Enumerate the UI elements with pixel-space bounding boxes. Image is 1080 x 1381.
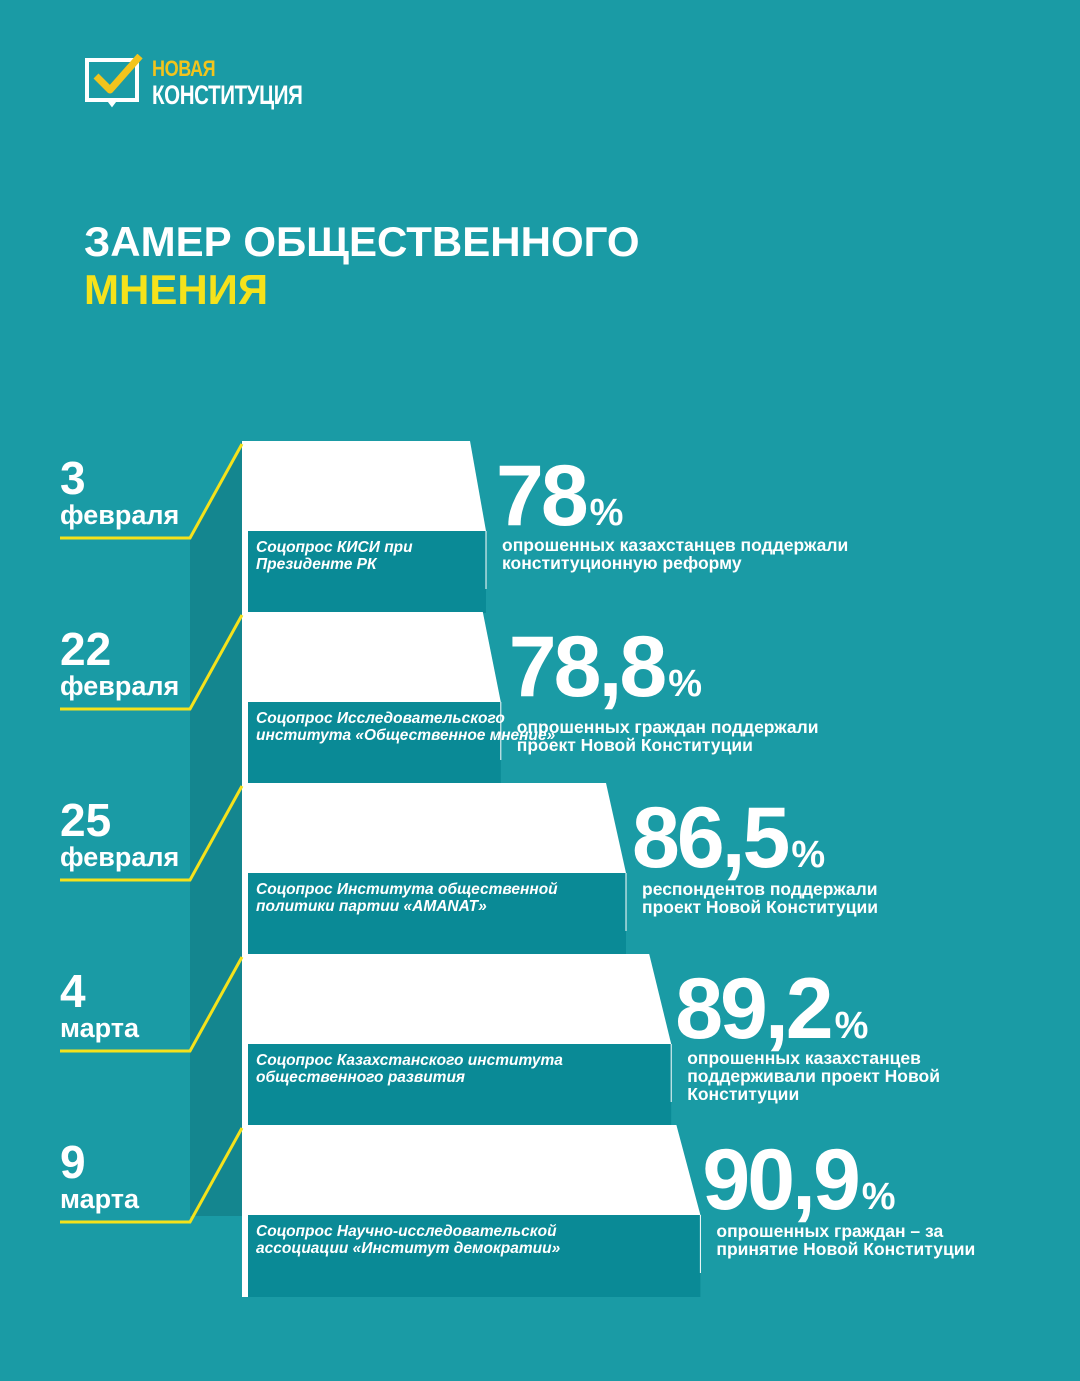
title-line2: МНЕНИЯ: [84, 266, 269, 313]
date-leader-line: [60, 443, 244, 540]
value-label: 90,9%: [702, 1137, 895, 1240]
date-month: марта: [60, 1013, 140, 1043]
title-line1: ЗАМЕР ОБЩЕСТВЕННОГО: [84, 218, 640, 265]
value-bar: [242, 441, 486, 531]
date-label: 9 марта: [60, 1139, 139, 1213]
value-label: 78,8%: [509, 624, 702, 727]
value-number: 78,8: [508, 619, 667, 715]
date-label: 22 февраля: [60, 626, 179, 700]
bar-left-edge: [242, 1125, 248, 1297]
date-leader-line: [60, 1127, 244, 1224]
value-number: 90,9: [702, 1132, 860, 1228]
value-number: 86,5: [632, 790, 790, 886]
value-description: респондентов поддержали проект Новой Конс…: [642, 879, 879, 917]
date-leader-line: [60, 614, 244, 711]
date-day: 9: [60, 1136, 86, 1188]
value-bar: [242, 612, 501, 702]
percent-sign: %: [834, 1005, 869, 1047]
date-day: 25: [60, 794, 112, 846]
bar-left-edge: [242, 783, 248, 955]
percent-sign: %: [791, 834, 826, 876]
source-panel: [244, 531, 486, 613]
source-panel: [244, 1215, 701, 1297]
source-panel: [244, 702, 501, 784]
percent-sign: %: [589, 492, 624, 534]
date-label: 3 февраля: [60, 455, 179, 529]
value-description: опрошенных граждан поддержали проект Ново…: [516, 717, 819, 755]
value-description: опрошенных граждан – за принятие Новой Ко…: [716, 1221, 976, 1259]
value-number: 78: [496, 448, 589, 544]
value-label: 89,2%: [675, 966, 868, 1069]
date-month: февраля: [60, 842, 180, 872]
value-number: 89,2: [675, 961, 833, 1057]
value-description: опрошенных казахстанцев поддерживали прое…: [687, 1048, 940, 1104]
logo-line1: НОВАЯ: [152, 56, 216, 81]
percent-sign: %: [861, 1176, 896, 1218]
date-month: февраля: [60, 671, 180, 701]
percent-sign: %: [668, 663, 702, 705]
source-panel: [244, 873, 626, 955]
bar-left-edge: [242, 441, 248, 613]
date-day: 4: [60, 965, 86, 1017]
date-day: 22: [60, 623, 112, 675]
value-bar: [242, 783, 626, 873]
date-month: марта: [60, 1184, 140, 1214]
value-description: опрошенных казахстанцев поддержали консти…: [502, 535, 849, 573]
date-day: 3: [60, 452, 86, 504]
date-month: февраля: [60, 500, 180, 530]
date-label: 25 февраля: [60, 797, 179, 871]
logo-line2: КОНСТИТУЦИЯ: [152, 80, 303, 110]
date-leader-line: [60, 785, 244, 882]
source-label: Соцопрос Института общественной политики …: [256, 881, 558, 915]
page-title: ЗАМЕР ОБЩЕСТВЕННОГО МНЕНИЯ: [84, 218, 640, 314]
source-label: Соцопрос Исследовательского института «Об…: [256, 710, 556, 744]
checkmark-book-icon: [85, 54, 143, 108]
source-label: Соцопрос КИСИ при Президенте РК: [256, 539, 413, 573]
logo: НОВАЯ КОНСТИТУЦИЯ: [84, 54, 344, 114]
bar-left-edge: [242, 612, 248, 784]
bar-left-edge: [242, 954, 248, 1126]
value-label: 86,5%: [632, 795, 825, 898]
source-label: Соцопрос Научно-исследовательской ассоциа…: [256, 1223, 561, 1257]
date-label: 4 марта: [60, 968, 139, 1042]
source-label: Соцопрос Казахстанского института обществ…: [256, 1052, 563, 1086]
value-label: 78%: [496, 453, 623, 556]
source-panel: [244, 1044, 672, 1126]
value-bar: [242, 1125, 701, 1215]
shelf-side-wall: [190, 441, 242, 1216]
value-bar: [242, 954, 672, 1044]
date-leader-line: [60, 956, 244, 1053]
